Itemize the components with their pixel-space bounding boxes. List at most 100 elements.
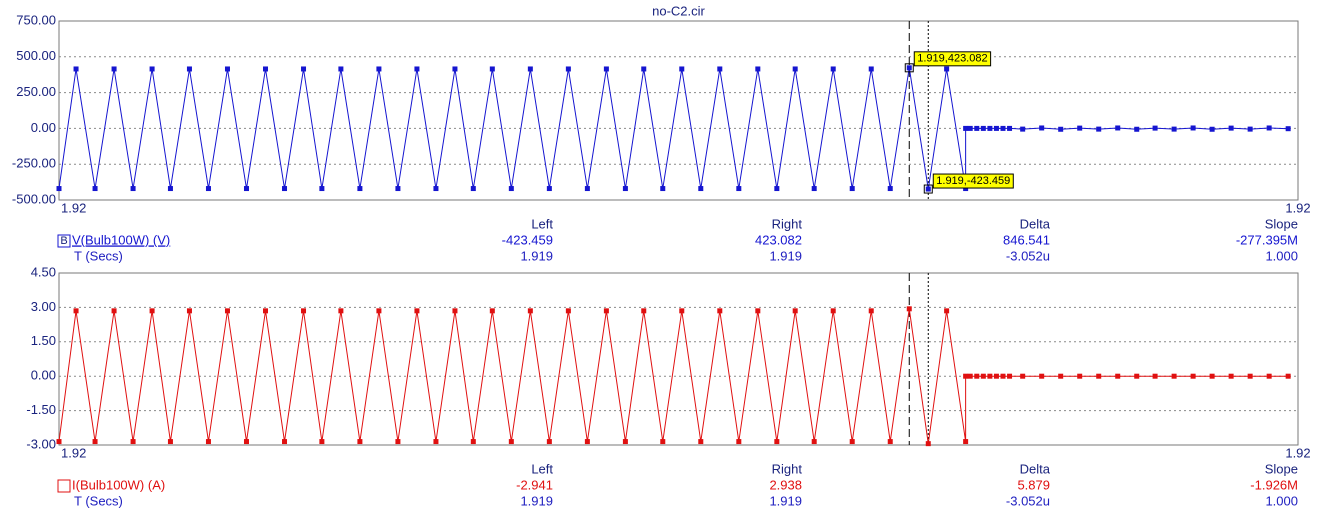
cursor-label: 1.919,-423.459 bbox=[936, 175, 1010, 187]
cursor-value: 2.938 bbox=[769, 477, 802, 492]
cursor-column-header: Left bbox=[531, 216, 553, 231]
data-point bbox=[811, 186, 817, 192]
data-point bbox=[980, 373, 986, 379]
data-point bbox=[1285, 373, 1291, 379]
cursor-value: 423.082 bbox=[755, 232, 802, 247]
data-point bbox=[717, 308, 723, 314]
data-point bbox=[186, 308, 192, 314]
data-point bbox=[1134, 126, 1140, 132]
data-point bbox=[470, 186, 476, 192]
cursor-point bbox=[923, 184, 933, 194]
cursor-column-header: Delta bbox=[1020, 461, 1051, 476]
data-point bbox=[1000, 125, 1006, 131]
data-point bbox=[205, 186, 211, 192]
data-point bbox=[603, 66, 609, 72]
data-point bbox=[73, 308, 79, 314]
row-label: T (Secs) bbox=[74, 493, 123, 508]
data-point bbox=[987, 125, 993, 131]
data-point bbox=[1228, 125, 1234, 131]
data-point bbox=[641, 66, 647, 72]
data-point bbox=[622, 439, 628, 445]
data-point bbox=[414, 66, 420, 72]
data-point bbox=[263, 66, 268, 72]
data-point bbox=[963, 439, 969, 445]
data-point bbox=[92, 186, 98, 192]
data-point bbox=[755, 66, 761, 72]
data-point bbox=[73, 66, 79, 72]
data-point bbox=[584, 439, 590, 445]
data-point bbox=[414, 308, 420, 314]
data-point bbox=[1152, 125, 1158, 131]
data-point bbox=[906, 306, 912, 312]
data-point bbox=[1007, 125, 1013, 131]
data-point bbox=[1007, 373, 1013, 379]
data-point bbox=[698, 186, 704, 192]
data-point bbox=[1266, 125, 1272, 131]
data-point bbox=[565, 66, 571, 72]
data-point bbox=[149, 308, 155, 314]
data-point bbox=[92, 439, 98, 445]
plot-frame bbox=[58, 20, 1299, 201]
data-point bbox=[1020, 373, 1026, 379]
row-value: 1.000 bbox=[1265, 493, 1298, 508]
y-tick-label: 3.00 bbox=[31, 299, 56, 314]
data-point bbox=[792, 308, 798, 314]
y-tick-label: -1.50 bbox=[26, 402, 56, 417]
data-point bbox=[1115, 125, 1121, 131]
data-point bbox=[470, 439, 476, 445]
cursor-value: -1.926M bbox=[1250, 477, 1298, 492]
data-point bbox=[736, 439, 742, 445]
data-point bbox=[811, 439, 817, 445]
data-point bbox=[1058, 126, 1064, 132]
x-tick-label: 1.92 bbox=[1285, 445, 1310, 460]
data-point bbox=[679, 66, 685, 72]
data-point bbox=[1058, 373, 1064, 379]
data-point bbox=[301, 308, 307, 314]
data-point bbox=[167, 439, 173, 445]
data-point bbox=[967, 373, 973, 379]
data-point bbox=[1190, 373, 1196, 379]
x-tick-label: 1.92 bbox=[1285, 200, 1310, 215]
cursor-value: -423.459 bbox=[502, 232, 553, 247]
data-point bbox=[887, 439, 893, 445]
cursor-column-header: Right bbox=[772, 216, 803, 231]
row-value: 1.919 bbox=[769, 248, 802, 263]
data-point bbox=[974, 125, 980, 131]
data-point bbox=[717, 66, 723, 72]
legend-box bbox=[57, 479, 71, 493]
chart-title: no-C2.cir bbox=[652, 3, 705, 18]
data-point bbox=[698, 439, 704, 445]
data-point bbox=[319, 186, 325, 192]
data-point bbox=[887, 186, 893, 192]
cursor-column-header: Slope bbox=[1265, 216, 1298, 231]
data-point bbox=[508, 439, 514, 445]
data-point bbox=[980, 125, 986, 131]
data-point bbox=[849, 439, 855, 445]
cursor-label-box bbox=[932, 173, 1014, 189]
data-point bbox=[963, 186, 969, 192]
data-point bbox=[433, 439, 439, 445]
data-point bbox=[527, 66, 533, 72]
data-point bbox=[376, 66, 382, 72]
data-point bbox=[1077, 125, 1083, 131]
data-point bbox=[319, 439, 325, 445]
data-point bbox=[224, 66, 230, 72]
data-point bbox=[603, 308, 609, 314]
data-point bbox=[755, 308, 761, 314]
data-point bbox=[1285, 126, 1291, 132]
data-point bbox=[660, 439, 666, 445]
data-point bbox=[1096, 373, 1102, 379]
data-point bbox=[1096, 126, 1102, 132]
data-point bbox=[925, 186, 931, 192]
data-point bbox=[186, 66, 192, 72]
series-line bbox=[58, 67, 1289, 190]
data-point bbox=[527, 308, 533, 314]
data-point bbox=[993, 373, 999, 379]
data-point bbox=[56, 186, 62, 192]
data-point bbox=[111, 66, 117, 72]
data-point bbox=[1020, 126, 1026, 132]
data-point bbox=[1115, 373, 1121, 379]
data-point bbox=[925, 441, 931, 447]
data-point bbox=[1000, 373, 1006, 379]
data-point bbox=[565, 308, 571, 314]
